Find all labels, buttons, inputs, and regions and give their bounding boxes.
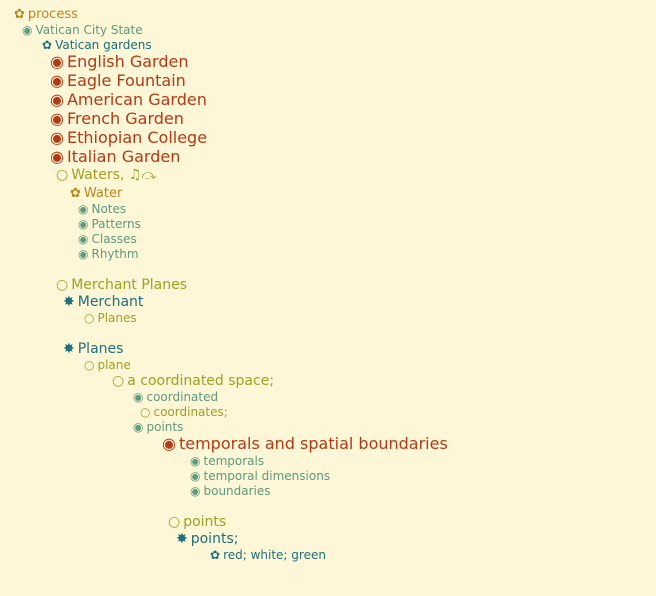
node-bullet-icon: ✿ bbox=[14, 7, 25, 22]
outline-node-temporals[interactable]: ◉ temporals bbox=[190, 455, 264, 467]
node-label: coordinates; bbox=[153, 405, 228, 419]
node-label: Water bbox=[83, 186, 123, 201]
node-label: temporals and spatial boundaries bbox=[178, 434, 448, 453]
node-label: points; bbox=[190, 531, 239, 547]
node-bullet-icon: ✸ bbox=[176, 531, 188, 547]
node-bullet-icon: ○ bbox=[56, 167, 69, 183]
outline-node-ethiopian-college[interactable]: ◉ Ethiopian College bbox=[50, 130, 207, 146]
node-label: red; white; green bbox=[223, 548, 326, 562]
outline-node-process[interactable]: ✿ process bbox=[14, 8, 78, 21]
node-bullet-icon: ◉ bbox=[133, 390, 144, 404]
outline-node-english-garden[interactable]: ◉ English Garden bbox=[50, 54, 188, 70]
outline-node-boundaries[interactable]: ◉ boundaries bbox=[190, 485, 271, 497]
outline-node-american-garden[interactable]: ◉ American Garden bbox=[50, 92, 207, 108]
outline-node-patterns[interactable]: ◉ Patterns bbox=[78, 218, 141, 230]
node-bullet-icon: ◉ bbox=[50, 128, 64, 147]
node-label: English Garden bbox=[66, 52, 189, 71]
outline-node-planes-sub[interactable]: ○ Planes bbox=[84, 312, 137, 324]
node-bullet-icon: ○ bbox=[56, 277, 69, 293]
node-label: coordinated bbox=[146, 390, 219, 404]
node-label: Planes bbox=[77, 341, 124, 357]
outline-node-temporal-dimensions[interactable]: ◉ temporal dimensions bbox=[190, 470, 330, 482]
node-bullet-icon: ○ bbox=[84, 311, 95, 325]
outline-node-red-white-green[interactable]: ✿ red; white; green bbox=[210, 549, 326, 561]
node-label: American Garden bbox=[66, 90, 207, 109]
node-bullet-icon: ◉ bbox=[133, 420, 144, 434]
node-bullet-icon: ◉ bbox=[50, 109, 64, 128]
outline-node-french-garden[interactable]: ◉ French Garden bbox=[50, 111, 184, 127]
node-label: Patterns bbox=[91, 217, 141, 231]
node-label: Merchant bbox=[77, 294, 144, 310]
outline-node-vatican-gardens[interactable]: ✿ Vatican gardens bbox=[42, 39, 152, 51]
outline-node-merchant-planes[interactable]: ○ Merchant Planes bbox=[56, 278, 187, 292]
node-label: Rhythm bbox=[91, 247, 139, 261]
outline-node-water[interactable]: ✿ Water bbox=[70, 187, 122, 200]
outline-node-rhythm[interactable]: ◉ Rhythm bbox=[78, 248, 139, 260]
node-label: points bbox=[183, 514, 227, 530]
node-bullet-icon: ◉ bbox=[190, 454, 201, 468]
node-label: French Garden bbox=[66, 109, 184, 128]
node-label: Eagle Fountain bbox=[66, 71, 186, 90]
node-bullet-icon: ✿ bbox=[42, 38, 53, 52]
node-label: Planes bbox=[97, 311, 137, 325]
node-label: plane bbox=[97, 358, 131, 372]
node-bullet-icon: ◉ bbox=[50, 147, 64, 166]
node-bullet-icon: ○ bbox=[140, 405, 151, 419]
outline-node-merchant[interactable]: ✸ Merchant bbox=[63, 295, 143, 309]
node-bullet-icon: ✿ bbox=[70, 186, 81, 201]
node-bullet-icon: ◉ bbox=[50, 90, 64, 109]
node-bullet-icon: ✸ bbox=[63, 294, 75, 310]
node-label: Italian Garden bbox=[66, 147, 181, 166]
node-bullet-icon: ◉ bbox=[162, 434, 176, 453]
node-label: Ethiopian College bbox=[66, 128, 208, 147]
node-bullet-icon: ◉ bbox=[22, 23, 33, 37]
node-label: Classes bbox=[91, 232, 137, 246]
node-bullet-icon: ◉ bbox=[50, 71, 64, 90]
outline-node-classes[interactable]: ◉ Classes bbox=[78, 233, 137, 245]
outline-node-notes[interactable]: ◉ Notes bbox=[78, 203, 126, 215]
node-bullet-icon: ◉ bbox=[190, 484, 201, 498]
node-label: a coordinated space; bbox=[127, 373, 275, 389]
outline-node-coordinates[interactable]: ○ coordinates; bbox=[140, 406, 228, 418]
node-bullet-icon: ✸ bbox=[63, 341, 75, 357]
node-label: Waters, ♫⤼ bbox=[71, 167, 157, 183]
node-label: temporal dimensions bbox=[203, 469, 331, 483]
node-bullet-icon: ○ bbox=[84, 358, 95, 372]
node-bullet-icon: ◉ bbox=[78, 232, 89, 246]
outline-node-coordinated[interactable]: ◉ coordinated bbox=[133, 391, 218, 403]
node-label: Vatican gardens bbox=[55, 38, 152, 52]
outline-node-points-3[interactable]: ✸ points; bbox=[176, 532, 238, 546]
outline-node-italian-garden[interactable]: ◉ Italian Garden bbox=[50, 149, 180, 165]
node-label: Notes bbox=[91, 202, 127, 216]
node-bullet-icon: ◉ bbox=[78, 217, 89, 231]
node-bullet-icon: ◉ bbox=[190, 469, 201, 483]
outline-node-eagle-fountain[interactable]: ◉ Eagle Fountain bbox=[50, 73, 186, 89]
outline-node-plane[interactable]: ○ plane bbox=[84, 359, 131, 371]
node-label: temporals bbox=[203, 454, 265, 468]
node-bullet-icon: ✿ bbox=[210, 548, 221, 562]
node-bullet-icon: ○ bbox=[168, 514, 181, 530]
node-bullet-icon: ◉ bbox=[78, 247, 89, 261]
outline-node-planes[interactable]: ✸ Planes bbox=[63, 342, 123, 356]
node-label: Merchant Planes bbox=[71, 277, 188, 293]
outline-node-temporals-spatial[interactable]: ◉ temporals and spatial boundaries bbox=[162, 436, 448, 452]
node-label: Vatican City State bbox=[35, 23, 143, 37]
outline-node-vatican-city-state[interactable]: ◉ Vatican City State bbox=[22, 24, 143, 36]
node-label: boundaries bbox=[203, 484, 271, 498]
outline-node-points-2[interactable]: ○ points bbox=[168, 515, 226, 529]
node-bullet-icon: ◉ bbox=[50, 52, 64, 71]
node-label: process bbox=[27, 7, 78, 22]
outline-node-waters[interactable]: ○ Waters, ♫⤼ bbox=[56, 168, 156, 182]
outline-node-points-1[interactable]: ◉ points bbox=[133, 421, 183, 433]
node-bullet-icon: ◉ bbox=[78, 202, 89, 216]
outline-node-coordinated-space[interactable]: ○ a coordinated space; bbox=[112, 374, 274, 388]
node-bullet-icon: ○ bbox=[112, 373, 125, 389]
node-label: points bbox=[146, 420, 184, 434]
